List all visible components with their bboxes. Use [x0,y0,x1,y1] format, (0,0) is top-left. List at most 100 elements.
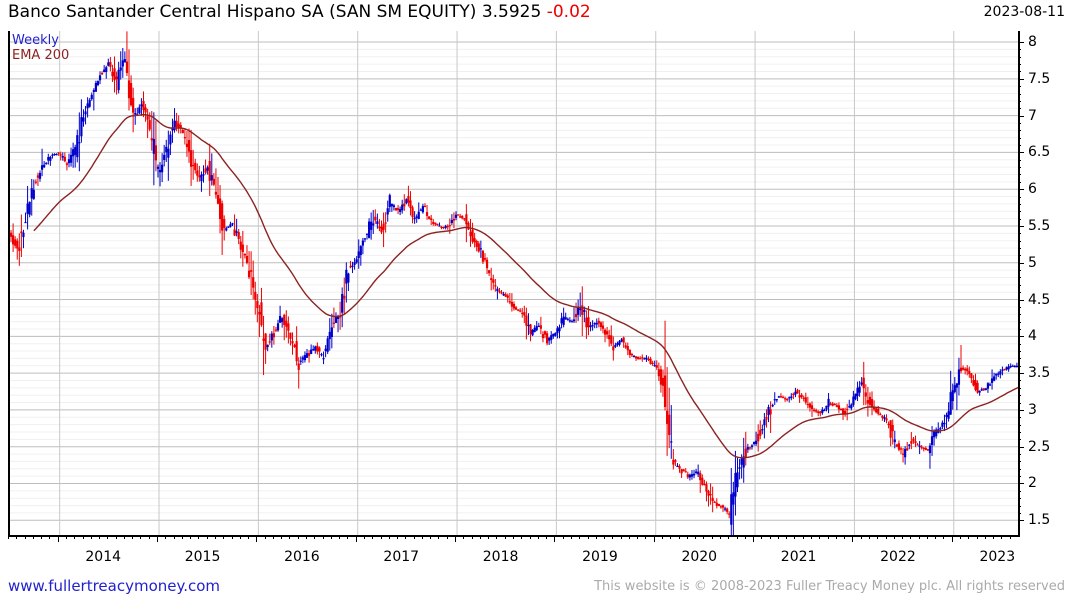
x-axis-minor-tick [537,535,539,539]
x-axis-minor-tick [604,535,606,539]
y-axis-label: 4.5 [1028,291,1051,308]
x-axis-minor-tick [529,535,531,539]
y-axis-minor-tick [1018,468,1021,470]
y-axis-label: 3 [1028,401,1037,418]
y-axis-tick [1018,189,1024,191]
x-axis-minor-tick [711,535,713,539]
y-axis-label: 8 [1028,34,1037,51]
y-axis-minor-tick [1018,439,1021,441]
x-axis-label: 2022 [880,549,916,565]
x-axis-minor-tick [678,535,680,539]
x-axis-minor-tick [82,535,84,539]
x-axis-minor-tick [223,535,225,539]
chart-plot-area [8,31,1020,537]
x-axis-label: 2018 [482,549,519,565]
x-axis-minor-tick [1009,535,1011,539]
x-axis-minor-tick [231,535,233,539]
y-axis-minor-tick [1018,505,1021,507]
x-axis-minor-tick [546,535,548,539]
y-axis-minor-tick [1018,255,1021,257]
y-axis-tick [1018,42,1024,44]
y-axis-minor-tick [1018,343,1021,345]
x-axis-minor-tick [421,535,423,539]
x-axis-minor-tick [380,535,382,539]
copyright-notice: This website is © 2008-2023 Fuller Treac… [594,579,1065,594]
x-axis-label: 2020 [681,549,718,565]
x-axis-minor-tick [16,535,18,539]
x-axis-minor-tick [363,535,365,539]
y-axis-tick [1018,520,1024,522]
y-axis-minor-tick [1018,159,1021,161]
x-axis-minor-tick [388,535,390,539]
x-axis-tick [157,535,159,542]
y-axis-tick [1018,152,1024,154]
y-axis-label: 6 [1028,181,1037,198]
x-axis-minor-tick [926,535,928,539]
x-axis-minor-tick [728,535,730,539]
y-axis-tick [1018,262,1024,264]
x-axis-minor-tick [123,535,125,539]
x-axis-minor-tick [198,535,200,539]
y-axis-minor-tick [1018,203,1021,205]
x-axis-minor-tick [893,535,895,539]
x-axis-minor-tick [32,535,34,539]
y-axis-label: 7 [1028,107,1037,124]
x-axis-label: 2019 [582,549,618,565]
y-axis-minor-tick [1018,387,1021,389]
x-axis-minor-tick [74,535,76,539]
x-axis-minor-tick [488,535,490,539]
x-axis-minor-tick [24,535,26,539]
x-axis-tick [653,535,655,542]
x-axis-minor-tick [289,535,291,539]
x-axis-minor-tick [479,535,481,539]
y-axis-minor-tick [1018,248,1021,250]
x-axis-minor-tick [471,535,473,539]
x-axis-minor-tick [397,535,399,539]
x-axis-minor-tick [902,535,904,539]
page-title: Banco Santander Central Hispano SA (SAN … [8,2,591,22]
x-axis-minor-tick [206,535,208,539]
x-axis-minor-tick [844,535,846,539]
site-url[interactable]: www.fullertreacymoney.com [8,577,221,595]
y-axis-minor-tick [1018,512,1021,514]
x-axis-minor-tick [827,535,829,539]
x-axis-minor-tick [322,535,324,539]
y-axis-label: 2 [1028,475,1037,492]
y-axis-minor-tick [1018,314,1021,316]
x-axis-minor-tick [637,535,639,539]
x-axis-minor-tick [339,535,341,539]
x-axis-minor-tick [993,535,995,539]
x-axis-minor-tick [140,535,142,539]
x-axis-minor-tick [968,535,970,539]
y-axis-label: 7.5 [1028,70,1051,87]
x-axis-minor-tick [960,535,962,539]
y-axis-minor-tick [1018,498,1021,500]
x-axis-label: 2017 [383,549,420,565]
y-axis-minor-tick [1018,306,1021,308]
y-axis-minor-tick [1018,211,1021,213]
y-axis-minor-tick [1018,454,1021,456]
y-axis-minor-tick [1018,358,1021,360]
x-axis-minor-tick [463,535,465,539]
y-axis-minor-tick [1018,417,1021,419]
x-axis-tick [753,535,755,542]
x-axis-minor-tick [570,535,572,539]
x-axis-minor-tick [620,535,622,539]
x-axis-minor-tick [736,535,738,539]
x-axis-minor-tick [314,535,316,539]
y-axis-minor-tick [1018,321,1021,323]
x-axis-label: 2023 [979,549,1016,565]
y-axis-tick [1018,373,1024,375]
chart-header: Banco Santander Central Hispano SA (SAN … [0,0,1075,26]
legend-interval: Weekly [12,33,59,48]
y-axis-minor-tick [1018,86,1021,88]
x-axis-tick [256,535,258,542]
y-axis-minor-tick [1018,424,1021,426]
x-axis-minor-tick [786,535,788,539]
x-axis-minor-tick [272,535,274,539]
x-axis-tick [455,535,457,542]
x-axis-minor-tick [521,535,523,539]
x-axis-minor-tick [645,535,647,539]
x-axis-minor-tick [49,535,51,539]
y-axis-minor-tick [1018,277,1021,279]
